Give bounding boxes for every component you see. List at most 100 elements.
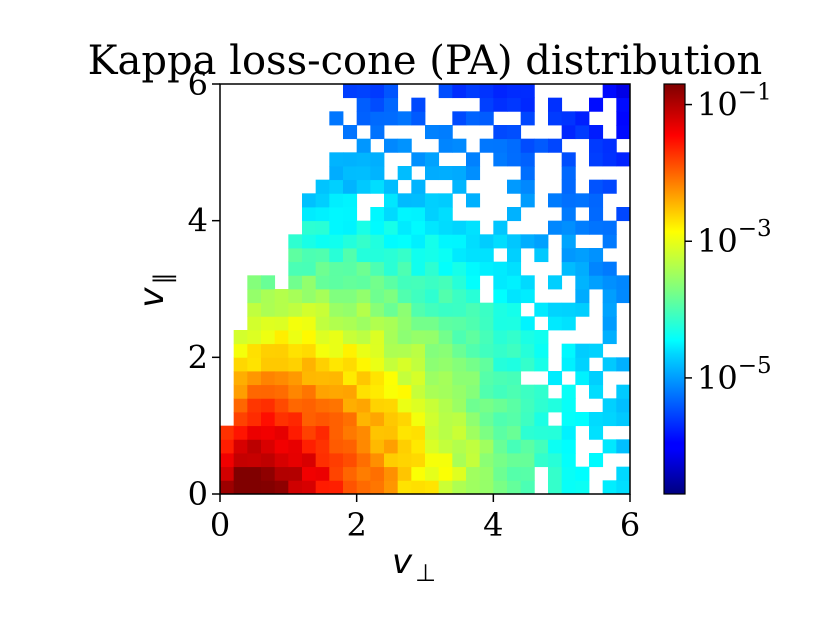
heatmap-cell <box>493 330 508 345</box>
heatmap-cell <box>534 343 549 358</box>
heatmap-cell <box>507 234 522 249</box>
heatmap-cell <box>507 439 522 454</box>
heatmap-cell <box>397 111 412 126</box>
heatmap-cell <box>274 425 289 440</box>
heatmap-cell <box>575 248 590 263</box>
heatmap-cell <box>575 275 590 290</box>
heatmap-cell <box>384 330 399 345</box>
heatmap-cell <box>329 384 344 399</box>
heatmap-cell <box>343 275 358 290</box>
heatmap-cell <box>425 166 440 181</box>
heatmap-cell <box>288 234 303 249</box>
heatmap-cell <box>261 425 276 440</box>
heatmap-cell <box>602 398 617 413</box>
heatmap-cell <box>220 466 235 481</box>
heatmap-cell <box>274 466 289 481</box>
heatmap-cell <box>602 289 617 304</box>
heatmap-cell <box>411 248 426 263</box>
heatmap-cell <box>274 453 289 468</box>
heatmap-cell <box>534 425 549 440</box>
heatmap-cell <box>302 207 317 222</box>
heatmap-cell <box>343 357 358 372</box>
heatmap-cell <box>261 275 276 290</box>
heatmap-cell <box>575 357 590 372</box>
heatmap-cell <box>370 357 385 372</box>
heatmap-cell <box>384 193 399 208</box>
heatmap-cell <box>479 261 494 276</box>
heatmap-cell <box>493 466 508 481</box>
heatmap-cell <box>315 453 330 468</box>
x-axis-ticks: 0 2 4 6 <box>210 494 640 544</box>
heatmap-cell <box>493 439 508 454</box>
heatmap-cell <box>575 343 590 358</box>
heatmap-cell <box>329 111 344 126</box>
heatmap-cell <box>452 111 467 126</box>
heatmap-cell <box>247 357 262 372</box>
heatmap-cell <box>520 453 535 468</box>
heatmap-cell <box>561 384 576 399</box>
heatmap-cell <box>384 111 399 126</box>
heatmap-cell <box>261 453 276 468</box>
heatmap-cell <box>233 371 248 386</box>
heatmap-cell <box>329 289 344 304</box>
heatmap-cell <box>438 316 453 331</box>
x-tick-label: 2 <box>346 506 366 544</box>
heatmap-cell <box>438 412 453 427</box>
heatmap-cell <box>548 220 563 235</box>
heatmap-cell <box>507 316 522 331</box>
colorbar-tick-label: 10−1 <box>697 80 772 124</box>
heatmap-cell <box>247 398 262 413</box>
heatmap-cell <box>343 398 358 413</box>
heatmap-cell <box>507 453 522 468</box>
heatmap-cell <box>520 330 535 345</box>
heatmap-cell <box>507 480 522 495</box>
heatmap-cell <box>520 384 535 399</box>
heatmap-cell <box>261 439 276 454</box>
heatmap-cell <box>425 316 440 331</box>
heatmap-cell <box>397 138 412 153</box>
heatmap-cell <box>247 275 262 290</box>
heatmap-cell <box>452 248 467 263</box>
heatmap-cell <box>561 220 576 235</box>
heatmap-cell <box>397 220 412 235</box>
heatmap-cell <box>575 261 590 276</box>
heatmap-cell <box>479 302 494 317</box>
heatmap-cell <box>288 248 303 263</box>
heatmap-cell <box>493 234 508 249</box>
heatmap-cell <box>575 220 590 235</box>
heatmap-cell <box>534 357 549 372</box>
heatmap-cell <box>548 111 563 126</box>
heatmap-cell <box>466 384 481 399</box>
heatmap-cell <box>575 466 590 481</box>
heatmap-cell <box>288 425 303 440</box>
heatmap-cell <box>329 330 344 345</box>
heatmap-cell <box>343 330 358 345</box>
heatmap-cell <box>507 97 522 112</box>
heatmap-cell <box>452 138 467 153</box>
heatmap-cell <box>315 316 330 331</box>
heatmap-cell <box>384 220 399 235</box>
heatmap-cell <box>261 412 276 427</box>
heatmap-cell <box>561 125 576 140</box>
heatmap-cell <box>452 275 467 290</box>
heatmap-cell <box>493 220 508 235</box>
heatmap-cell <box>534 138 549 153</box>
heatmap-cell <box>452 371 467 386</box>
heatmap-cells <box>220 84 631 495</box>
heatmap-cell <box>425 193 440 208</box>
heatmap-cell <box>479 97 494 112</box>
heatmap-cell <box>589 425 604 440</box>
heatmap-cell <box>602 302 617 317</box>
heatmap-cell <box>616 398 631 413</box>
heatmap-cell <box>302 248 317 263</box>
heatmap-cell <box>411 179 426 194</box>
heatmap-cell <box>507 398 522 413</box>
heatmap-cell <box>233 425 248 440</box>
heatmap-cell <box>384 261 399 276</box>
heatmap-cell <box>274 480 289 495</box>
heatmap-cell <box>356 425 371 440</box>
heatmap-cell <box>315 207 330 222</box>
heatmap-cell <box>507 425 522 440</box>
heatmap-cell <box>370 371 385 386</box>
heatmap-cell <box>616 275 631 290</box>
